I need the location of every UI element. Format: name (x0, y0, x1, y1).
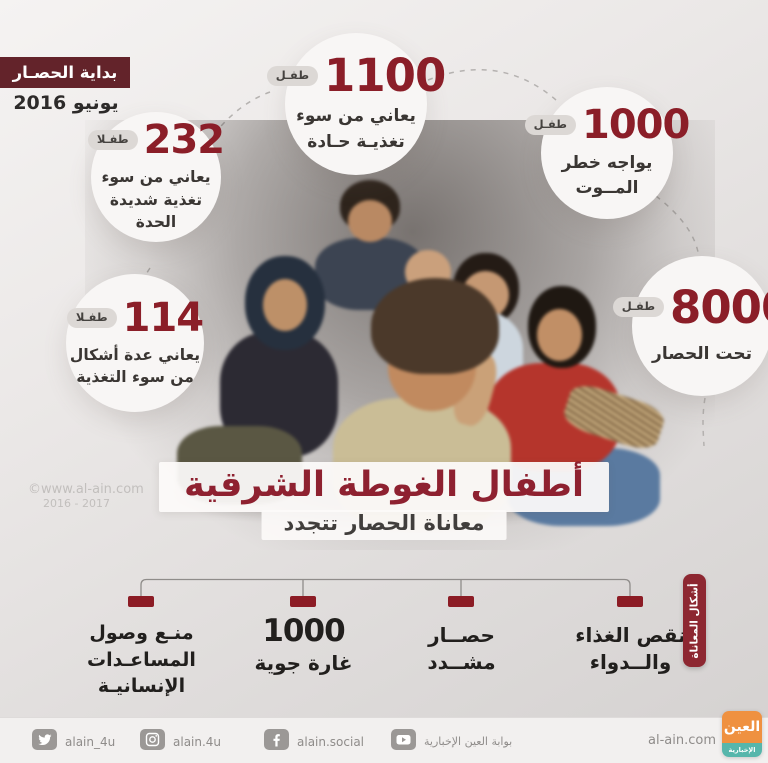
suffering-item-tight-siege: حصــار مشــدد (389, 622, 534, 676)
stat-circle-acute-malnutrition: 1100 طفـل يعاني من سوء تغذيـة حـادة (266, 33, 446, 175)
stat-line: المــوت (575, 178, 639, 198)
social-handle: alain.4u (173, 734, 222, 749)
stat-circle-multiple-malnutrition: 114 طفـلا يعاني عدة أشكال من سوء التغذية (66, 274, 204, 412)
suffering-tab-label: أشكال المعاناة (688, 582, 701, 659)
social-youtube[interactable]: بوابة العين الإخبارية (391, 729, 512, 754)
social-handle: بوابة العين الإخبارية (424, 735, 513, 748)
stat-value: 232 (143, 117, 225, 164)
watermark-line2: 2016 - 2017 (43, 496, 110, 510)
social-handle: alain_4u (65, 734, 116, 749)
suffering-line: حصــار (428, 623, 495, 647)
stat-line: تحت الحصار (652, 343, 752, 364)
watermark-line1: ©www.al-ain.com (28, 482, 144, 497)
suffering-item-food-medicine: نقص الغذاء والــدواء (558, 622, 703, 676)
suffering-line: الإنسانيـة (97, 675, 186, 698)
suffering-line: مشــدد (427, 650, 496, 674)
alain-logo-bottom: الإخبارية (722, 743, 762, 757)
suffering-tab: أشكال المعاناة (683, 574, 706, 667)
suffering-line: المساعـدات (87, 648, 196, 671)
photo-shape-cryboy-hair (371, 278, 499, 374)
stat-value: 8000 (670, 280, 768, 334)
suffering-number: 1000 (262, 613, 345, 649)
social-facebook[interactable]: alain.social (264, 729, 364, 754)
facebook-icon (264, 729, 289, 754)
stat-line: يعاني من سوء (296, 106, 416, 126)
stat-circle-severe-malnutrition: 232 طفـلا يعاني من سوء تغذية شديدة الحدة (87, 112, 225, 242)
photo-shape-rightgirl-face (537, 309, 582, 361)
stat-unit-badge: طفـل (524, 114, 576, 135)
youtube-icon (391, 729, 416, 754)
social-handle: alain.social (297, 734, 365, 749)
footer-bar: alain_4u alain.4u alain.social بوابة الع… (0, 711, 768, 763)
stat-line: الحدة (135, 213, 177, 232)
stat-unit-badge: طفـلا (66, 307, 117, 328)
stat-value: 1000 (581, 101, 690, 148)
watermark: ©www.al-ain.com 2016 - 2017 (28, 482, 144, 511)
stat-line: يواجه خطر (561, 152, 653, 173)
page-title: أطفال الغوطة الشرقية (158, 462, 610, 512)
siege-start-box: بداية الحصـار (0, 57, 130, 88)
stat-value: 1100 (324, 49, 446, 102)
stat-line: يعاني عدة أشكال (69, 345, 201, 364)
stat-value: 114 (122, 294, 204, 341)
photo-shape-leftgirl-face (263, 279, 307, 331)
page-subtitle: معاناة الحصار تتجدد (261, 510, 507, 540)
twitter-icon (32, 729, 57, 754)
alain-logo-top: العين (722, 711, 762, 743)
stat-line: يعاني من سوء (101, 168, 211, 187)
stat-unit-badge: طفـلا (87, 130, 138, 151)
photo-shape-backboy-face (348, 200, 392, 242)
site-url[interactable]: al-ain.com (648, 733, 716, 748)
suffering-line: نقص الغذاء (575, 623, 686, 647)
social-instagram[interactable]: alain.4u (140, 729, 221, 754)
alain-logo: العين الإخبارية (722, 711, 762, 757)
social-twitter[interactable]: alain_4u (32, 729, 115, 754)
suffering-line: غارة جوية (254, 650, 353, 675)
suffering-line: منـع وصول (89, 622, 194, 644)
suffering-item-air-raids: 1000 غارة جوية (231, 613, 376, 677)
stat-unit-badge: طفـل (612, 297, 665, 318)
stat-line: تغذيـة حـادة (307, 131, 405, 152)
instagram-icon (140, 729, 165, 754)
stat-unit-badge: طفـل (266, 65, 319, 86)
siege-start-label: بداية الحصـار (12, 63, 118, 82)
stat-line: من سوء التغذية (76, 368, 194, 386)
stat-line: تغذية شديدة (109, 190, 203, 209)
stat-circle-death-risk: 1000 طفـل يواجه خطر المــوت (524, 87, 690, 219)
suffering-item-aid-prevention: منـع وصول المساعـدات الإنسانيـة (69, 620, 214, 700)
suffering-line: والــدواء (589, 650, 672, 674)
stat-circle-under-siege: 8000 طفـل تحت الحصار (612, 256, 768, 396)
siege-start-date: يونيو 2016 (13, 92, 119, 114)
